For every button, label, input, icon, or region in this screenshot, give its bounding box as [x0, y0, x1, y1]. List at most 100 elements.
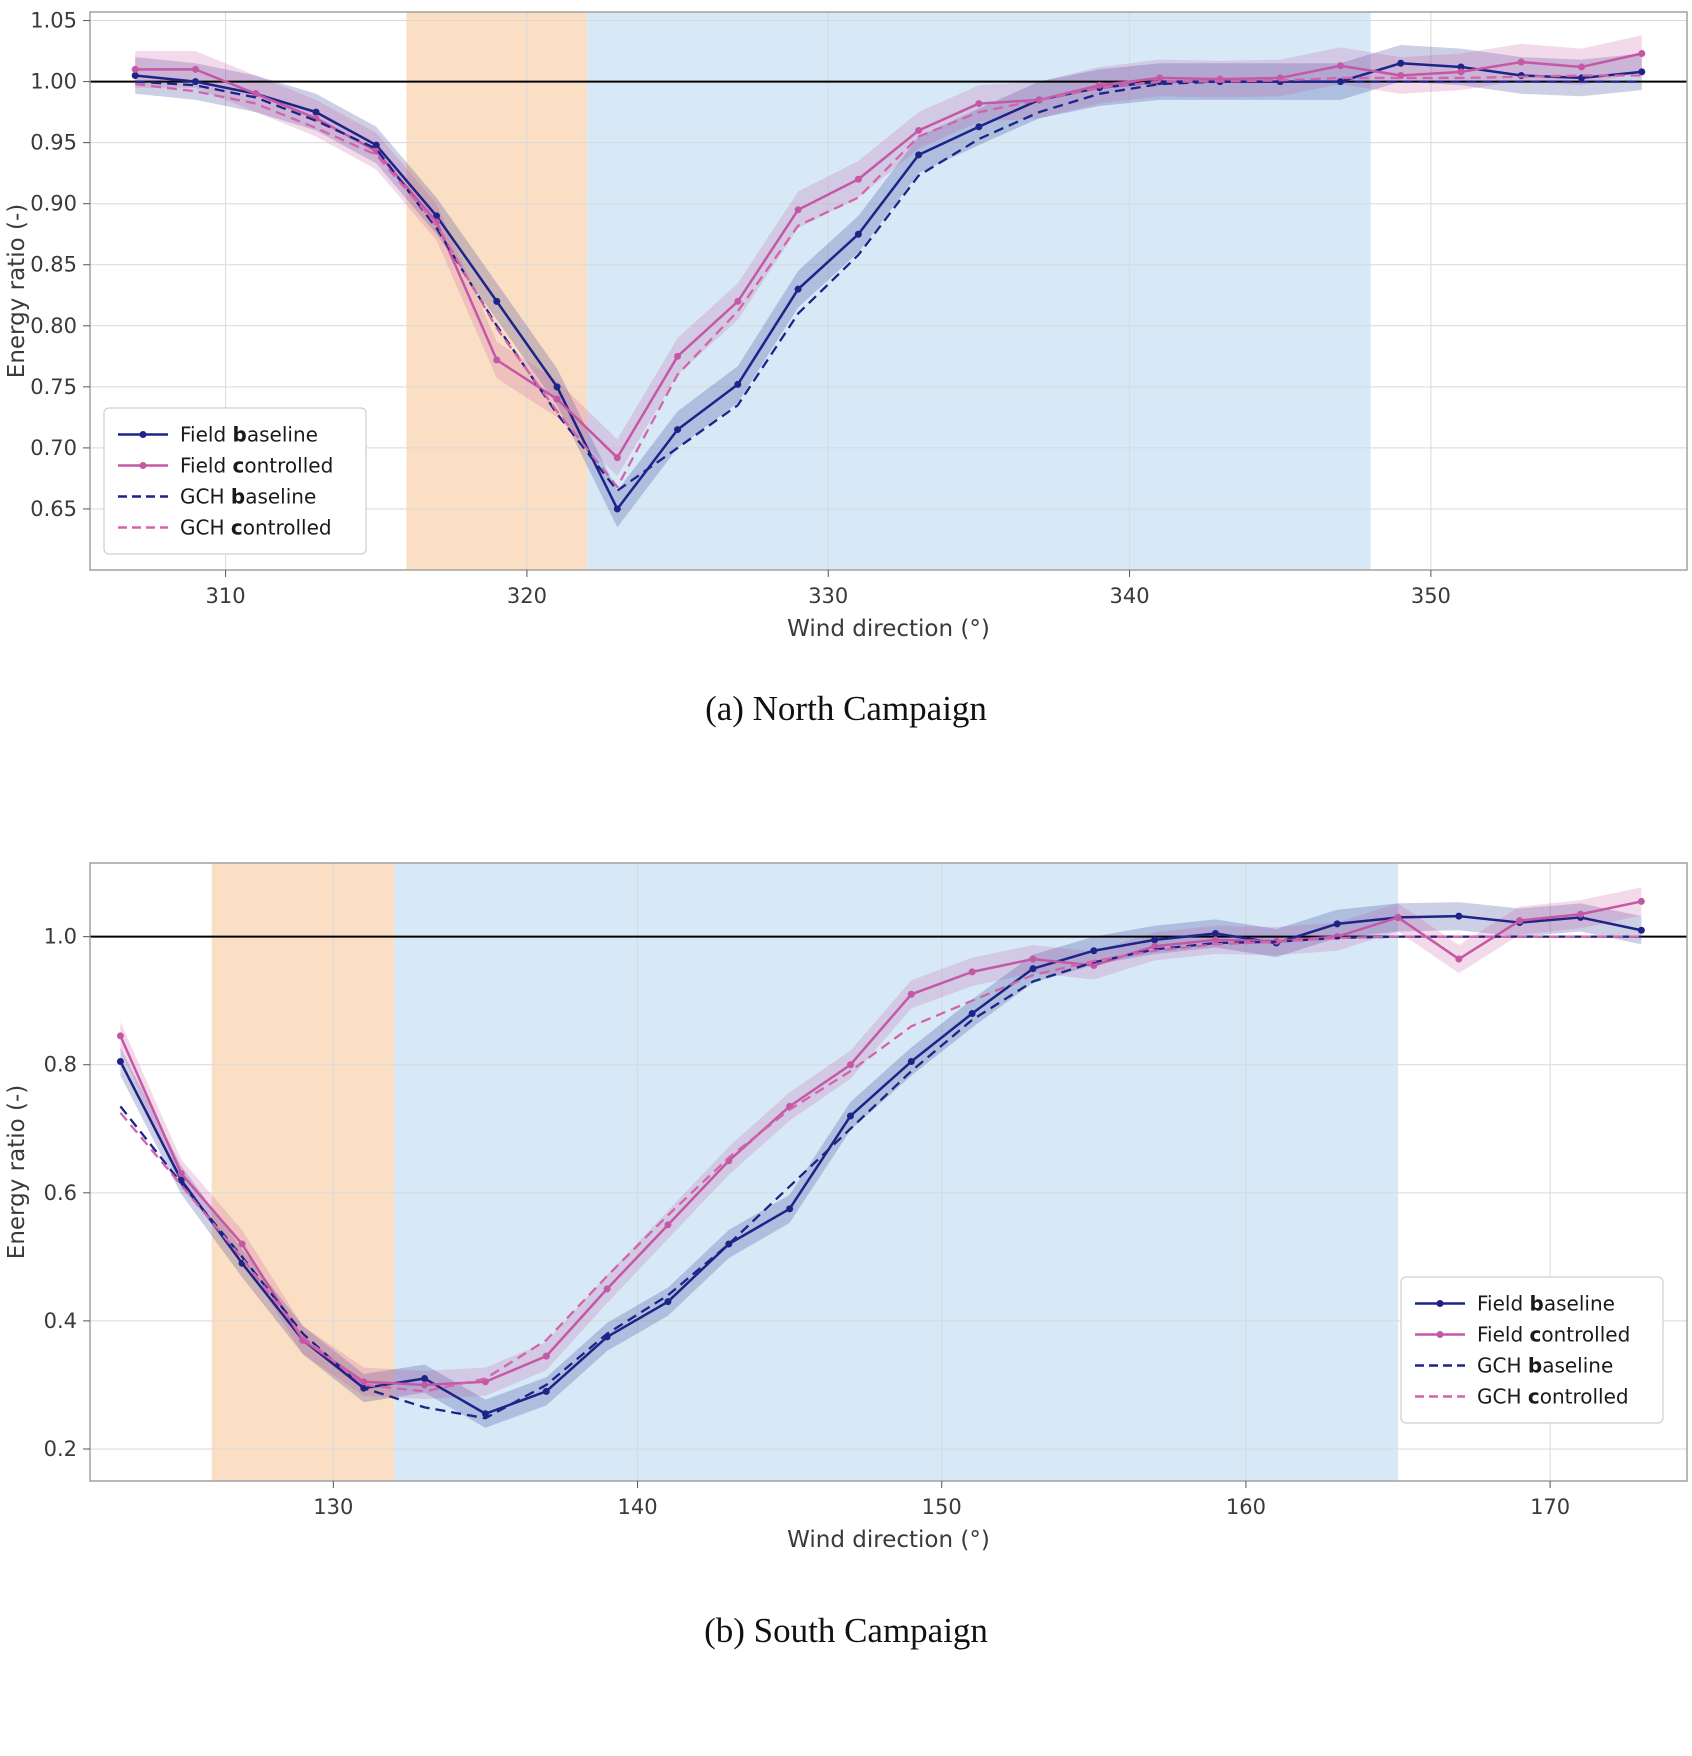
legend: Field baseline Field controlled GCH baseli… [1400, 1276, 1664, 1424]
caption-south-campaign: (b) South Campaign [704, 1611, 988, 1650]
x-tick-label: 130 [313, 1495, 353, 1519]
marker-field-controlled [1035, 96, 1043, 104]
series-line-gch-controlled [135, 74, 1642, 489]
legend-label-gch-baseline: GCH baseline [180, 485, 316, 509]
series-line-field-controlled [135, 52, 1643, 459]
confidence-band-field-baseline [135, 44, 1642, 528]
marker-field-controlled [1457, 68, 1465, 76]
legend-label-field-baseline: Field baseline [180, 423, 318, 447]
marker-field-controlled [238, 1240, 246, 1248]
marker-field-controlled [116, 1032, 124, 1040]
marker-field-baseline [1517, 71, 1525, 79]
marker-field-baseline [915, 151, 923, 159]
x-tick-label: 140 [617, 1495, 657, 1519]
caption-north-campaign: (a) North Campaign [705, 689, 987, 728]
north-campaign-chart-wrap: 310 320 330 340 350 0.65 0.70 0.75 0.80 0.85 0.90 0… [0, 0, 1692, 645]
marker-field-controlled [131, 65, 139, 73]
marker-field-controlled [553, 395, 561, 403]
x-tick-label: 150 [922, 1495, 962, 1519]
marker-field-controlled [975, 100, 983, 108]
marker-field-baseline [1397, 59, 1405, 67]
x-tick-label: 350 [1411, 584, 1451, 608]
y-tick-label: 0.75 [30, 375, 77, 399]
marker-field-baseline [481, 1410, 489, 1418]
marker-field-controlled [1516, 917, 1524, 925]
marker-field-controlled [1638, 50, 1646, 58]
marker-field-baseline [794, 285, 802, 293]
marker-field-baseline [613, 505, 621, 513]
marker-field-controlled [493, 356, 501, 364]
marker-field-baseline [312, 108, 320, 116]
y-tick-label: 0.2 [44, 1437, 77, 1461]
marker-field-controlled [252, 90, 260, 98]
marker-field-controlled [1578, 63, 1586, 71]
y-tick-label: 0.6 [44, 1181, 77, 1205]
marker-field-baseline [664, 1298, 672, 1306]
marker-field-controlled [1517, 58, 1525, 66]
x-tick-label: 310 [206, 584, 246, 608]
marker-field-baseline [421, 1375, 429, 1383]
legend-box [1400, 1276, 1664, 1424]
legend-label-field-baseline: Field baseline [1477, 1292, 1615, 1316]
marker-field-controlled [794, 206, 802, 214]
marker-field-baseline [1029, 965, 1037, 973]
south-campaign-chart-wrap: 130 140 150 160 170 0.2 0.4 0.6 0.8 1.0 Wind direc… [0, 849, 1692, 1561]
series-line-gch-controlled [119, 935, 1642, 1393]
marker-field-controlled [968, 968, 976, 976]
marker-field-baseline [734, 380, 742, 388]
series-line-field-controlled [119, 900, 1642, 1387]
x-tick-label: 330 [808, 584, 848, 608]
marker-field-controlled [603, 1285, 611, 1293]
marker-field-baseline [1457, 63, 1465, 71]
legend-marker-field-baseline [139, 431, 147, 438]
legend-marker-field-baseline [1436, 1300, 1444, 1307]
marker-field-controlled [360, 1378, 368, 1386]
marker-field-controlled [1212, 936, 1220, 944]
marker-field-controlled [734, 297, 742, 305]
marker-field-controlled [1151, 942, 1159, 950]
marker-field-controlled [1095, 81, 1103, 89]
y-tick-label: 0.70 [30, 436, 77, 460]
marker-field-baseline [1333, 920, 1341, 928]
marker-field-controlled [854, 175, 862, 183]
marker-field-baseline [131, 71, 139, 79]
energy-ratio-figure: 310 320 330 340 350 0.65 0.70 0.75 0.80 0.85 0.90 0… [0, 0, 1692, 1650]
marker-field-controlled [1090, 961, 1098, 969]
marker-field-baseline [372, 141, 380, 149]
y-tick-label: 0.8 [44, 1053, 77, 1077]
legend-label-field-controlled: Field controlled [1477, 1323, 1630, 1347]
legend-box [103, 407, 367, 555]
legend-label-gch-controlled: GCH controlled [180, 516, 332, 540]
marker-field-baseline [1455, 912, 1463, 920]
marker-field-controlled [1029, 955, 1037, 963]
marker-field-controlled [613, 454, 621, 462]
controlled-sector-shading [406, 12, 588, 570]
series-line-gch-baseline [135, 80, 1642, 492]
legend-marker-field-controlled [1436, 1331, 1444, 1338]
y-tick-label: 0.65 [30, 497, 77, 521]
marker-field-baseline [493, 297, 501, 305]
south-campaign-chart: 130 140 150 160 170 0.2 0.4 0.6 0.8 1.0 Wind direc… [4, 862, 1688, 1553]
x-tick-label: 340 [1110, 584, 1150, 608]
x-tick-label: 170 [1530, 1495, 1570, 1519]
marker-field-baseline [177, 1176, 185, 1184]
y-axis-label: Energy ratio (-) [4, 204, 30, 378]
marker-field-baseline [907, 1058, 915, 1066]
marker-field-baseline [553, 383, 561, 391]
x-tick-label: 160 [1226, 1495, 1266, 1519]
marker-field-baseline [1151, 936, 1159, 944]
marker-field-controlled [1637, 897, 1645, 905]
marker-field-controlled [907, 990, 915, 998]
y-tick-label: 0.85 [30, 253, 77, 277]
marker-field-controlled [542, 1352, 550, 1360]
marker-field-baseline [1638, 68, 1646, 76]
marker-field-baseline [1090, 947, 1098, 955]
marker-field-baseline [433, 212, 441, 220]
confidence-band-field-controlled [135, 35, 1642, 476]
legend-marker-field-controlled [139, 462, 147, 469]
marker-field-baseline [542, 1387, 550, 1395]
y-tick-label: 1.00 [30, 70, 77, 94]
marker-field-controlled [177, 1170, 185, 1178]
marker-field-baseline [191, 78, 199, 86]
legend: Field baseline Field controlled GCH baseli… [103, 407, 367, 555]
